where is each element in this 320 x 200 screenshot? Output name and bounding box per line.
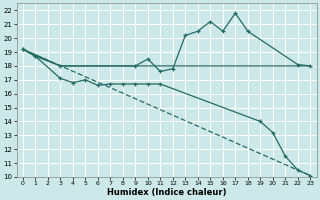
- X-axis label: Humidex (Indice chaleur): Humidex (Indice chaleur): [107, 188, 226, 197]
